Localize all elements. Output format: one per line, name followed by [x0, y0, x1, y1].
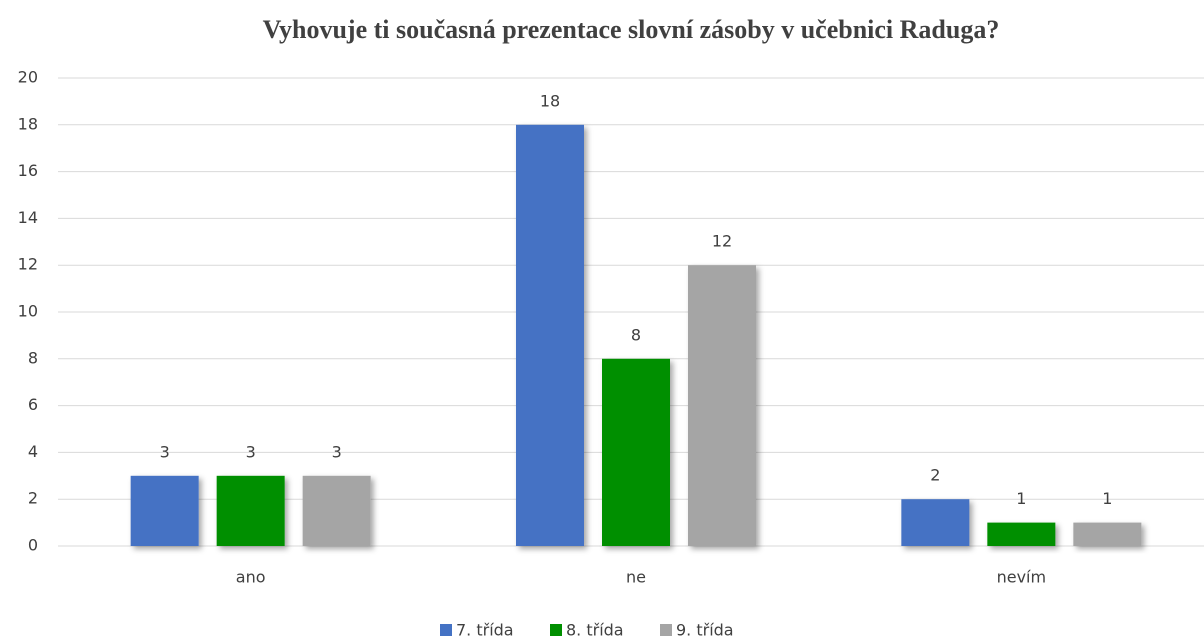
- data-label: 1: [1102, 489, 1112, 508]
- bar: [901, 499, 970, 546]
- y-tick-label: 14: [18, 208, 38, 227]
- bar: [130, 475, 199, 546]
- bar: [987, 522, 1056, 546]
- legend-swatch: [660, 624, 672, 636]
- data-label: 18: [540, 91, 560, 110]
- legend-label: 9. třída: [676, 621, 734, 639]
- data-label: 1: [1016, 489, 1026, 508]
- bar: [302, 475, 371, 546]
- data-label: 3: [332, 442, 342, 461]
- legend-swatch: [550, 624, 562, 636]
- y-tick-label: 0: [28, 536, 38, 555]
- bar: [688, 265, 756, 546]
- x-tick-label: ano: [236, 568, 266, 587]
- legend-swatch: [440, 624, 452, 636]
- y-tick-label: 6: [28, 395, 38, 414]
- legend-label: 7. třída: [456, 621, 514, 639]
- y-tick-label: 12: [18, 255, 38, 274]
- x-tick-label: nevím: [997, 568, 1046, 587]
- x-tick-label: ne: [626, 568, 646, 587]
- legend-label: 8. třída: [566, 621, 624, 639]
- bar: [516, 124, 584, 547]
- y-tick-label: 10: [18, 302, 38, 321]
- y-tick-label: 18: [18, 114, 38, 133]
- y-tick-label: 16: [18, 161, 38, 180]
- data-label: 8: [631, 325, 641, 344]
- y-tick-label: 4: [28, 442, 38, 461]
- bar: [1073, 522, 1142, 546]
- bar: [602, 358, 670, 546]
- y-tick-label: 8: [28, 348, 38, 367]
- data-label: 12: [712, 232, 732, 251]
- chart-title: Vyhovuje ti současná prezentace slovní z…: [263, 15, 1000, 44]
- bar: [216, 475, 285, 546]
- y-tick-label: 2: [28, 489, 38, 508]
- data-label: 2: [930, 466, 940, 485]
- data-label: 3: [160, 442, 170, 461]
- data-label: 3: [246, 442, 256, 461]
- y-tick-label: 20: [18, 68, 38, 87]
